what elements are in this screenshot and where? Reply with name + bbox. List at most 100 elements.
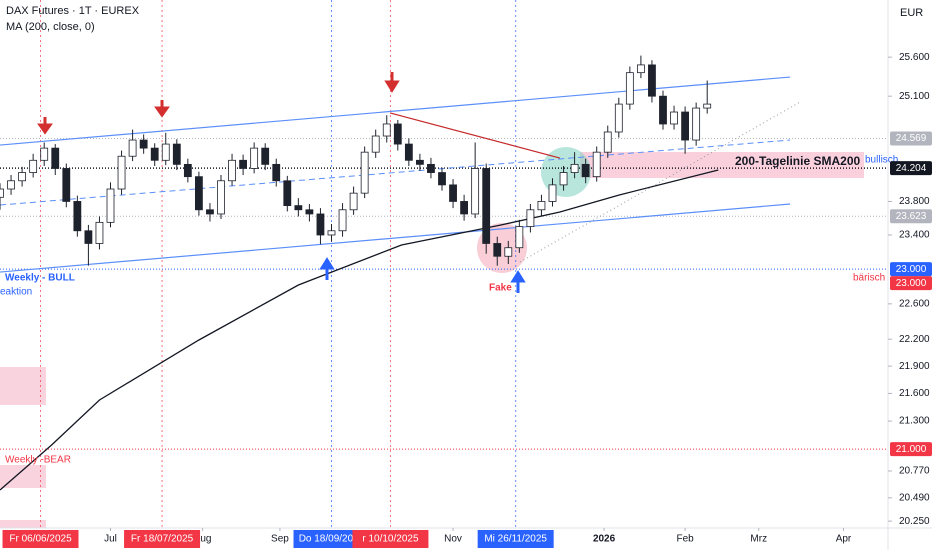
arrow-down <box>384 72 400 93</box>
annotation: 200-Tagelinie SMA200 <box>735 154 860 168</box>
candle-body <box>648 64 656 97</box>
trend-line <box>519 101 801 263</box>
candle-body <box>504 247 513 257</box>
candle-body <box>139 139 148 149</box>
candle-body <box>128 139 137 157</box>
candle-body <box>327 230 336 236</box>
candle-body <box>548 184 557 202</box>
arrow-up <box>319 257 335 280</box>
x-tick-label: Nov <box>444 534 462 545</box>
candle-body <box>681 111 689 141</box>
candle-body <box>272 163 281 182</box>
y-tick-label: 22.200 <box>899 334 930 345</box>
level-label: 23.000 <box>896 278 927 289</box>
arrow-up <box>510 270 526 293</box>
y-tick-label: 22.600 <box>899 298 930 309</box>
arrow-down <box>37 117 53 135</box>
level-label: 24.569 <box>896 133 927 144</box>
x-tick-label: Aug <box>194 534 212 545</box>
candle-body <box>692 107 701 141</box>
candle-body <box>250 147 259 169</box>
candle-body <box>404 143 413 161</box>
candle-body <box>51 147 60 169</box>
zone <box>0 520 46 528</box>
candle-body <box>73 201 82 232</box>
level-box <box>890 442 932 457</box>
candle-body <box>7 180 15 190</box>
level-label: 23.000 <box>896 264 927 275</box>
candle-body <box>526 209 535 227</box>
y-tick-label: 25.600 <box>899 52 930 63</box>
candle-body <box>415 159 424 165</box>
arrow-down <box>154 100 170 118</box>
date-marker-box <box>477 530 554 548</box>
level-box <box>890 161 932 176</box>
level-label: 24.204 <box>896 163 927 174</box>
candle-body <box>515 226 524 249</box>
level-label: 21.000 <box>896 444 927 455</box>
arrows <box>37 72 526 293</box>
y-tick-label: 23.800 <box>899 196 930 207</box>
candle-body <box>217 180 225 215</box>
candle-body <box>161 143 170 161</box>
x-tick-label: Mrz <box>750 534 767 545</box>
candle-body <box>338 209 347 232</box>
candle-body <box>0 188 4 198</box>
trend-line <box>389 112 561 159</box>
date-marker-label: Do 18/09/2025 <box>299 534 365 545</box>
y-tick-label: 21.600 <box>899 388 930 399</box>
annotation: Weekly - BULL <box>5 273 75 284</box>
date-marker-label: Fr 06/06/2025 <box>9 534 72 545</box>
candle-body <box>206 209 214 215</box>
candle-body <box>349 192 358 211</box>
candle-body <box>106 188 115 223</box>
candle-body <box>427 163 435 173</box>
trend-line <box>0 203 791 273</box>
candle-body <box>194 176 203 211</box>
candle-body <box>592 151 601 178</box>
candle-body <box>670 111 678 125</box>
y-tick-label: 20.490 <box>899 492 930 503</box>
y-tick-label: 20.770 <box>899 466 930 477</box>
indicator-label: MA (200, close, 0) <box>6 21 95 33</box>
x-tick-label: Sep <box>271 534 289 545</box>
date-marker-label: r 10/10/2025 <box>362 534 419 545</box>
zone <box>580 152 864 178</box>
y-tick-label: 23.400 <box>899 230 930 241</box>
date-marker-box <box>2 530 79 548</box>
candle-body <box>283 180 292 207</box>
candle-body <box>40 147 49 161</box>
level-box <box>890 131 932 146</box>
candle-body <box>62 168 71 202</box>
candle-body <box>570 163 579 173</box>
candle-body <box>637 64 645 74</box>
y-tick-label: 20.250 <box>899 516 930 527</box>
date-marker-box <box>124 530 201 548</box>
date-marker-box <box>352 530 429 548</box>
candle-body <box>703 103 712 109</box>
level-box <box>890 276 932 291</box>
candle-body <box>150 147 159 161</box>
candle-body <box>460 201 469 215</box>
annotation: eaktion <box>0 287 32 298</box>
candle-body <box>261 147 270 165</box>
candle-body <box>294 205 303 211</box>
zone <box>0 465 46 488</box>
trend-line <box>0 76 791 146</box>
candle-body <box>117 155 126 190</box>
candle-body <box>382 123 391 137</box>
candle-body <box>449 184 457 202</box>
candle-body <box>95 221 104 244</box>
candle-body <box>581 163 590 178</box>
candle-body <box>493 243 502 257</box>
annotation: bullisch <box>865 155 898 166</box>
x-tick-label: Feb <box>676 534 694 545</box>
candle-body <box>305 209 314 215</box>
date-marker-label: Fr 18/07/2025 <box>131 534 194 545</box>
x-tick-label: Apr <box>836 534 852 545</box>
candle-body <box>614 103 623 133</box>
date-marker-label: Mi 26/11/2025 <box>484 534 547 545</box>
symbol-title: DAX Futures · 1T · EUREX <box>6 5 140 17</box>
